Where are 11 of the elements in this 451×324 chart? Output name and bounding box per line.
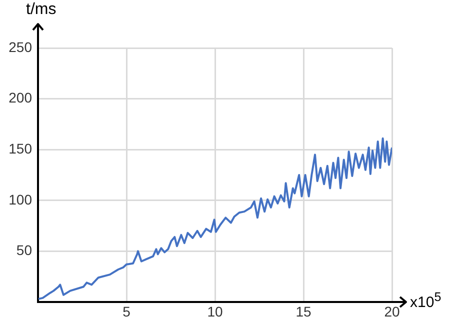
- y-axis-title: t/ms: [26, 1, 56, 19]
- y-tick-label: 50: [16, 242, 32, 258]
- x-axis-title: x10$^{5}$: [410, 290, 442, 311]
- x-tick-label: 10: [207, 303, 223, 320]
- x-tick-label: 5: [122, 303, 131, 320]
- y-tick-label: 250: [8, 38, 32, 55]
- y-tick-label: 150: [8, 140, 32, 156]
- y-tick-label: 100: [8, 191, 32, 208]
- x-tick-label: 15: [296, 303, 312, 320]
- y-tick-label: 200: [8, 90, 32, 106]
- x-tick-label: 20: [384, 303, 400, 320]
